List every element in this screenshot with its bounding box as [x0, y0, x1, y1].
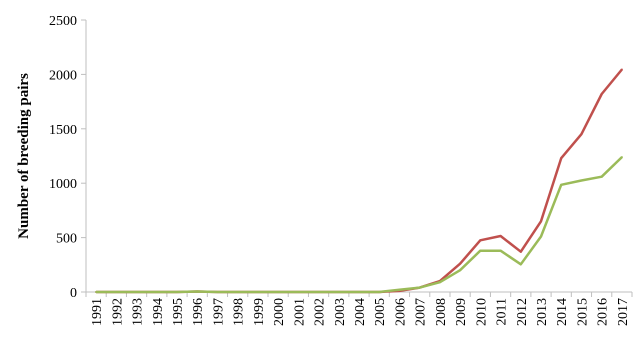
x-tick-label: 2012	[515, 298, 530, 326]
data-point	[277, 291, 280, 293]
x-tick-label: 2011	[495, 298, 510, 325]
data-point	[560, 157, 563, 160]
data-point	[580, 133, 583, 136]
x-axis-ticks: 1991 1992 1993 1994 1995 1996 1997 1998 1999 2000…	[85, 292, 633, 326]
series-layer	[95, 68, 623, 294]
data-point	[540, 220, 542, 223]
x-tick-label: 2016	[596, 298, 611, 326]
x-tick-label: 2014	[555, 298, 570, 326]
data-point	[459, 269, 462, 272]
x-tick-label: 2003	[333, 298, 348, 326]
x-tick-label: 2017	[616, 298, 631, 326]
x-tick-label: 2007	[414, 298, 429, 326]
x-tick-label: 2004	[353, 298, 368, 326]
data-point	[358, 291, 360, 293]
data-point	[620, 68, 623, 71]
data-point	[600, 175, 603, 178]
y-tick-label: 1000	[49, 177, 77, 192]
x-tick-label: 2006	[393, 298, 408, 326]
x-tick-label: 1998	[232, 298, 247, 326]
data-point	[438, 281, 441, 284]
y-tick-label: 2500	[49, 14, 77, 29]
x-tick-label: 2008	[434, 298, 449, 326]
data-point	[479, 239, 482, 242]
x-tick-label: 1996	[191, 298, 206, 326]
data-point	[155, 291, 158, 293]
x-tick-label: 2002	[313, 298, 328, 326]
y-tick-label: 0	[70, 286, 77, 301]
x-tick-label: 2013	[535, 298, 550, 326]
data-point	[600, 92, 603, 95]
data-point	[135, 291, 138, 293]
data-point	[317, 291, 320, 293]
data-point	[236, 291, 239, 293]
x-tick-label: 2005	[373, 298, 388, 326]
data-point	[297, 291, 300, 293]
data-point	[499, 234, 502, 237]
data-point	[337, 291, 340, 293]
x-tick-label: 2000	[272, 298, 287, 326]
series-line-2	[96, 156, 623, 294]
x-tick-label: 2009	[454, 298, 469, 326]
data-point	[620, 156, 623, 159]
data-point	[499, 249, 502, 252]
data-point	[479, 249, 482, 252]
y-tick-label: 500	[56, 232, 77, 247]
x-tick-label: 2010	[474, 298, 489, 326]
data-point	[176, 291, 178, 293]
x-tick-label: 1993	[131, 298, 146, 326]
data-point	[540, 235, 542, 238]
series-line-1	[96, 68, 623, 294]
x-tick-label: 1999	[252, 298, 267, 326]
data-point	[519, 250, 522, 253]
x-tick-label: 1997	[211, 298, 226, 326]
data-point	[459, 262, 462, 265]
data-point	[519, 263, 522, 266]
y-tick-label: 2000	[49, 68, 77, 83]
data-point	[95, 291, 98, 293]
y-axis-title: Number of breeding pairs	[16, 73, 32, 239]
x-tick-label: 1995	[171, 298, 186, 326]
data-point	[398, 288, 401, 291]
y-axis-ticks: 0 500 1000 1500 2000 2500	[49, 14, 86, 301]
data-point	[256, 291, 259, 293]
x-tick-label: 2001	[292, 298, 307, 326]
x-tick-label: 1992	[110, 298, 125, 326]
x-tick-label: 1994	[151, 298, 166, 326]
data-point	[115, 291, 118, 293]
data-point	[196, 290, 199, 293]
data-point	[216, 291, 219, 293]
data-point	[560, 183, 563, 186]
y-tick-label: 1500	[49, 123, 77, 138]
data-point	[580, 179, 583, 182]
x-tick-label: 2015	[575, 298, 590, 326]
data-point	[378, 291, 381, 293]
data-point	[418, 286, 421, 289]
x-tick-label: 1991	[90, 298, 105, 326]
